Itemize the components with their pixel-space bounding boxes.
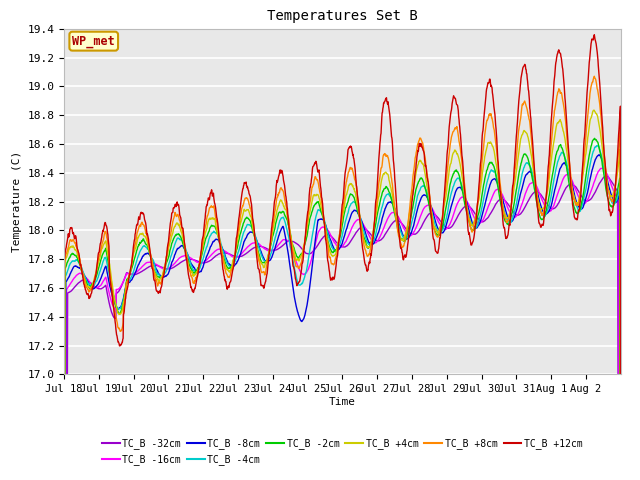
TC_B +4cm bbox=[556, 119, 563, 124]
Line: TC_B -8cm: TC_B -8cm bbox=[64, 155, 621, 480]
TC_B +4cm bbox=[610, 190, 618, 195]
TC_B +12cm bbox=[147, 257, 155, 263]
TC_B +12cm bbox=[556, 48, 563, 54]
TC_B -2cm bbox=[328, 249, 335, 255]
TC_B -16cm bbox=[147, 259, 155, 265]
Line: TC_B -16cm: TC_B -16cm bbox=[64, 168, 621, 480]
TC_B -8cm bbox=[147, 254, 155, 260]
TC_B -2cm bbox=[610, 202, 618, 208]
TC_B -8cm bbox=[474, 224, 481, 230]
X-axis label: Time: Time bbox=[329, 397, 356, 407]
TC_B +8cm bbox=[147, 253, 155, 259]
TC_B -8cm bbox=[328, 240, 335, 246]
Title: Temperatures Set B: Temperatures Set B bbox=[267, 10, 418, 24]
TC_B -4cm bbox=[147, 253, 155, 259]
TC_B +12cm bbox=[474, 200, 481, 206]
TC_B -8cm bbox=[556, 169, 563, 175]
Text: WP_met: WP_met bbox=[72, 35, 115, 48]
TC_B +8cm bbox=[328, 261, 335, 267]
TC_B -8cm bbox=[596, 152, 604, 158]
Line: TC_B +12cm: TC_B +12cm bbox=[64, 35, 621, 480]
TC_B -4cm bbox=[610, 200, 618, 206]
TC_B -2cm bbox=[317, 209, 325, 215]
TC_B +4cm bbox=[317, 204, 325, 210]
TC_B +8cm bbox=[556, 86, 563, 92]
TC_B +12cm bbox=[610, 199, 618, 204]
TC_B -32cm bbox=[474, 215, 481, 220]
TC_B -8cm bbox=[317, 216, 325, 222]
Legend: TC_B -32cm, TC_B -16cm, TC_B -8cm, TC_B -4cm, TC_B -2cm, TC_B +4cm, TC_B +8cm, T: TC_B -32cm, TC_B -16cm, TC_B -8cm, TC_B … bbox=[98, 434, 587, 469]
Y-axis label: Temperature (C): Temperature (C) bbox=[12, 151, 22, 252]
TC_B -2cm bbox=[591, 135, 598, 141]
TC_B +8cm bbox=[474, 201, 481, 207]
TC_B -4cm bbox=[593, 143, 601, 148]
TC_B -32cm bbox=[317, 237, 325, 243]
TC_B +12cm bbox=[328, 276, 335, 282]
Line: TC_B -4cm: TC_B -4cm bbox=[64, 145, 621, 480]
TC_B +12cm bbox=[317, 189, 325, 195]
TC_B -4cm bbox=[474, 222, 481, 228]
TC_B +8cm bbox=[317, 196, 325, 202]
TC_B -4cm bbox=[328, 244, 335, 250]
TC_B +4cm bbox=[474, 204, 481, 209]
TC_B -2cm bbox=[147, 257, 155, 263]
TC_B -16cm bbox=[317, 225, 325, 231]
Line: TC_B -32cm: TC_B -32cm bbox=[64, 176, 621, 480]
TC_B -32cm bbox=[556, 199, 563, 205]
TC_B -2cm bbox=[556, 143, 563, 149]
TC_B -16cm bbox=[599, 165, 607, 171]
TC_B -32cm bbox=[610, 182, 618, 188]
Line: TC_B +4cm: TC_B +4cm bbox=[64, 110, 621, 480]
Line: TC_B -2cm: TC_B -2cm bbox=[64, 138, 621, 480]
TC_B +4cm bbox=[590, 107, 598, 113]
Line: TC_B +8cm: TC_B +8cm bbox=[64, 76, 621, 480]
TC_B +4cm bbox=[328, 252, 335, 258]
TC_B -16cm bbox=[474, 220, 481, 226]
TC_B -32cm bbox=[328, 234, 335, 240]
TC_B -8cm bbox=[610, 198, 618, 204]
TC_B -4cm bbox=[317, 209, 325, 215]
TC_B -16cm bbox=[610, 189, 618, 194]
TC_B -16cm bbox=[556, 187, 563, 192]
TC_B -2cm bbox=[474, 214, 481, 220]
TC_B -32cm bbox=[602, 173, 609, 179]
TC_B -16cm bbox=[328, 234, 335, 240]
TC_B +8cm bbox=[591, 73, 598, 79]
TC_B +12cm bbox=[591, 32, 598, 37]
TC_B -32cm bbox=[147, 263, 155, 269]
TC_B +8cm bbox=[610, 191, 618, 197]
TC_B +4cm bbox=[147, 255, 155, 261]
TC_B -4cm bbox=[556, 155, 563, 161]
